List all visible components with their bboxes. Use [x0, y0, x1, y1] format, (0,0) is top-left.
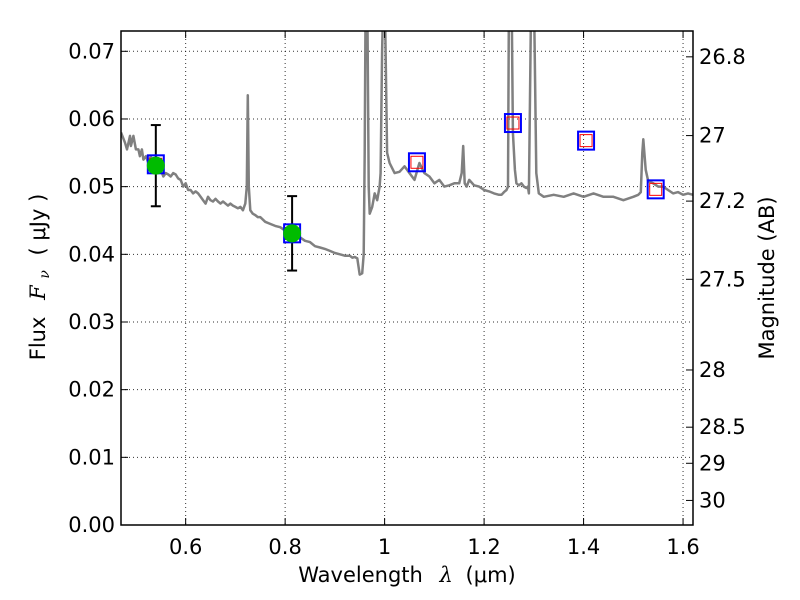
plot-frame: [120, 30, 694, 526]
y-title-prefix: Flux: [26, 317, 50, 361]
y2-tick-label: 28: [699, 358, 726, 382]
x-title-prefix: Wavelength: [298, 563, 423, 587]
y-tick-label: 0.04: [68, 242, 115, 266]
x-tick-label: 1.6: [666, 535, 699, 559]
y-tick-label: 0.02: [68, 378, 115, 402]
model-point-box: [407, 152, 426, 173]
y2-tick-label: 28.5: [699, 415, 746, 439]
y-tick-label: 0.06: [68, 107, 115, 131]
x-tick-label: 1.4: [567, 535, 600, 559]
model-point-box: [503, 113, 522, 134]
model-point-box: [646, 179, 665, 200]
x-tick-label: 0.8: [268, 535, 301, 559]
observed-point: [283, 224, 302, 243]
y-tick-label: 0.07: [68, 39, 115, 63]
y2-tick-label: 27: [699, 124, 726, 148]
y-title-subscript: ν: [37, 270, 53, 279]
observed-point: [146, 156, 165, 175]
grid-lines: [121, 31, 693, 526]
axes: 0.6 0.8 1 1.2 1.4 1.6 0.00 0.01 0.02 0.03 0.04 0.05…: [68, 31, 746, 559]
model-point-inner: [410, 155, 424, 169]
y-title-unit: ( μJy ): [26, 194, 50, 256]
y-tick-label: 0.01: [68, 445, 115, 469]
spectrum-layer: [121, 31, 693, 276]
y2-tick-label: 29: [699, 451, 726, 475]
x-tick-label: 0.6: [169, 535, 202, 559]
x-tick-label: 1: [378, 535, 391, 559]
points-layer: [146, 113, 665, 272]
x-axis-title: Wavelength λ (μm): [298, 563, 515, 587]
y-title-symbol: F: [26, 284, 50, 301]
model-point-box: [577, 130, 596, 151]
model-point-inner: [649, 182, 663, 196]
y2-axis-title: Magnitude (AB): [755, 196, 779, 359]
model-point-inner: [506, 116, 520, 130]
y2-tick-label: 26.8: [699, 45, 746, 69]
y-axis-title: Flux F ν ( μJy ): [26, 194, 54, 361]
x-tick-label: 1.2: [467, 535, 500, 559]
spectrum-line: [121, 31, 693, 276]
y2-tick-label: 27.2: [699, 189, 746, 213]
y-tick-label: 0.03: [68, 310, 115, 334]
y2-tick-label: 30: [699, 488, 726, 512]
x-title-symbol: λ: [439, 563, 453, 587]
y2-tick-label: 27.5: [699, 267, 746, 291]
y-tick-label: 0.05: [68, 175, 115, 199]
model-point-inner: [579, 134, 593, 148]
x-title-unit: (μm): [466, 563, 516, 587]
y-tick-label: 0.00: [68, 513, 115, 537]
